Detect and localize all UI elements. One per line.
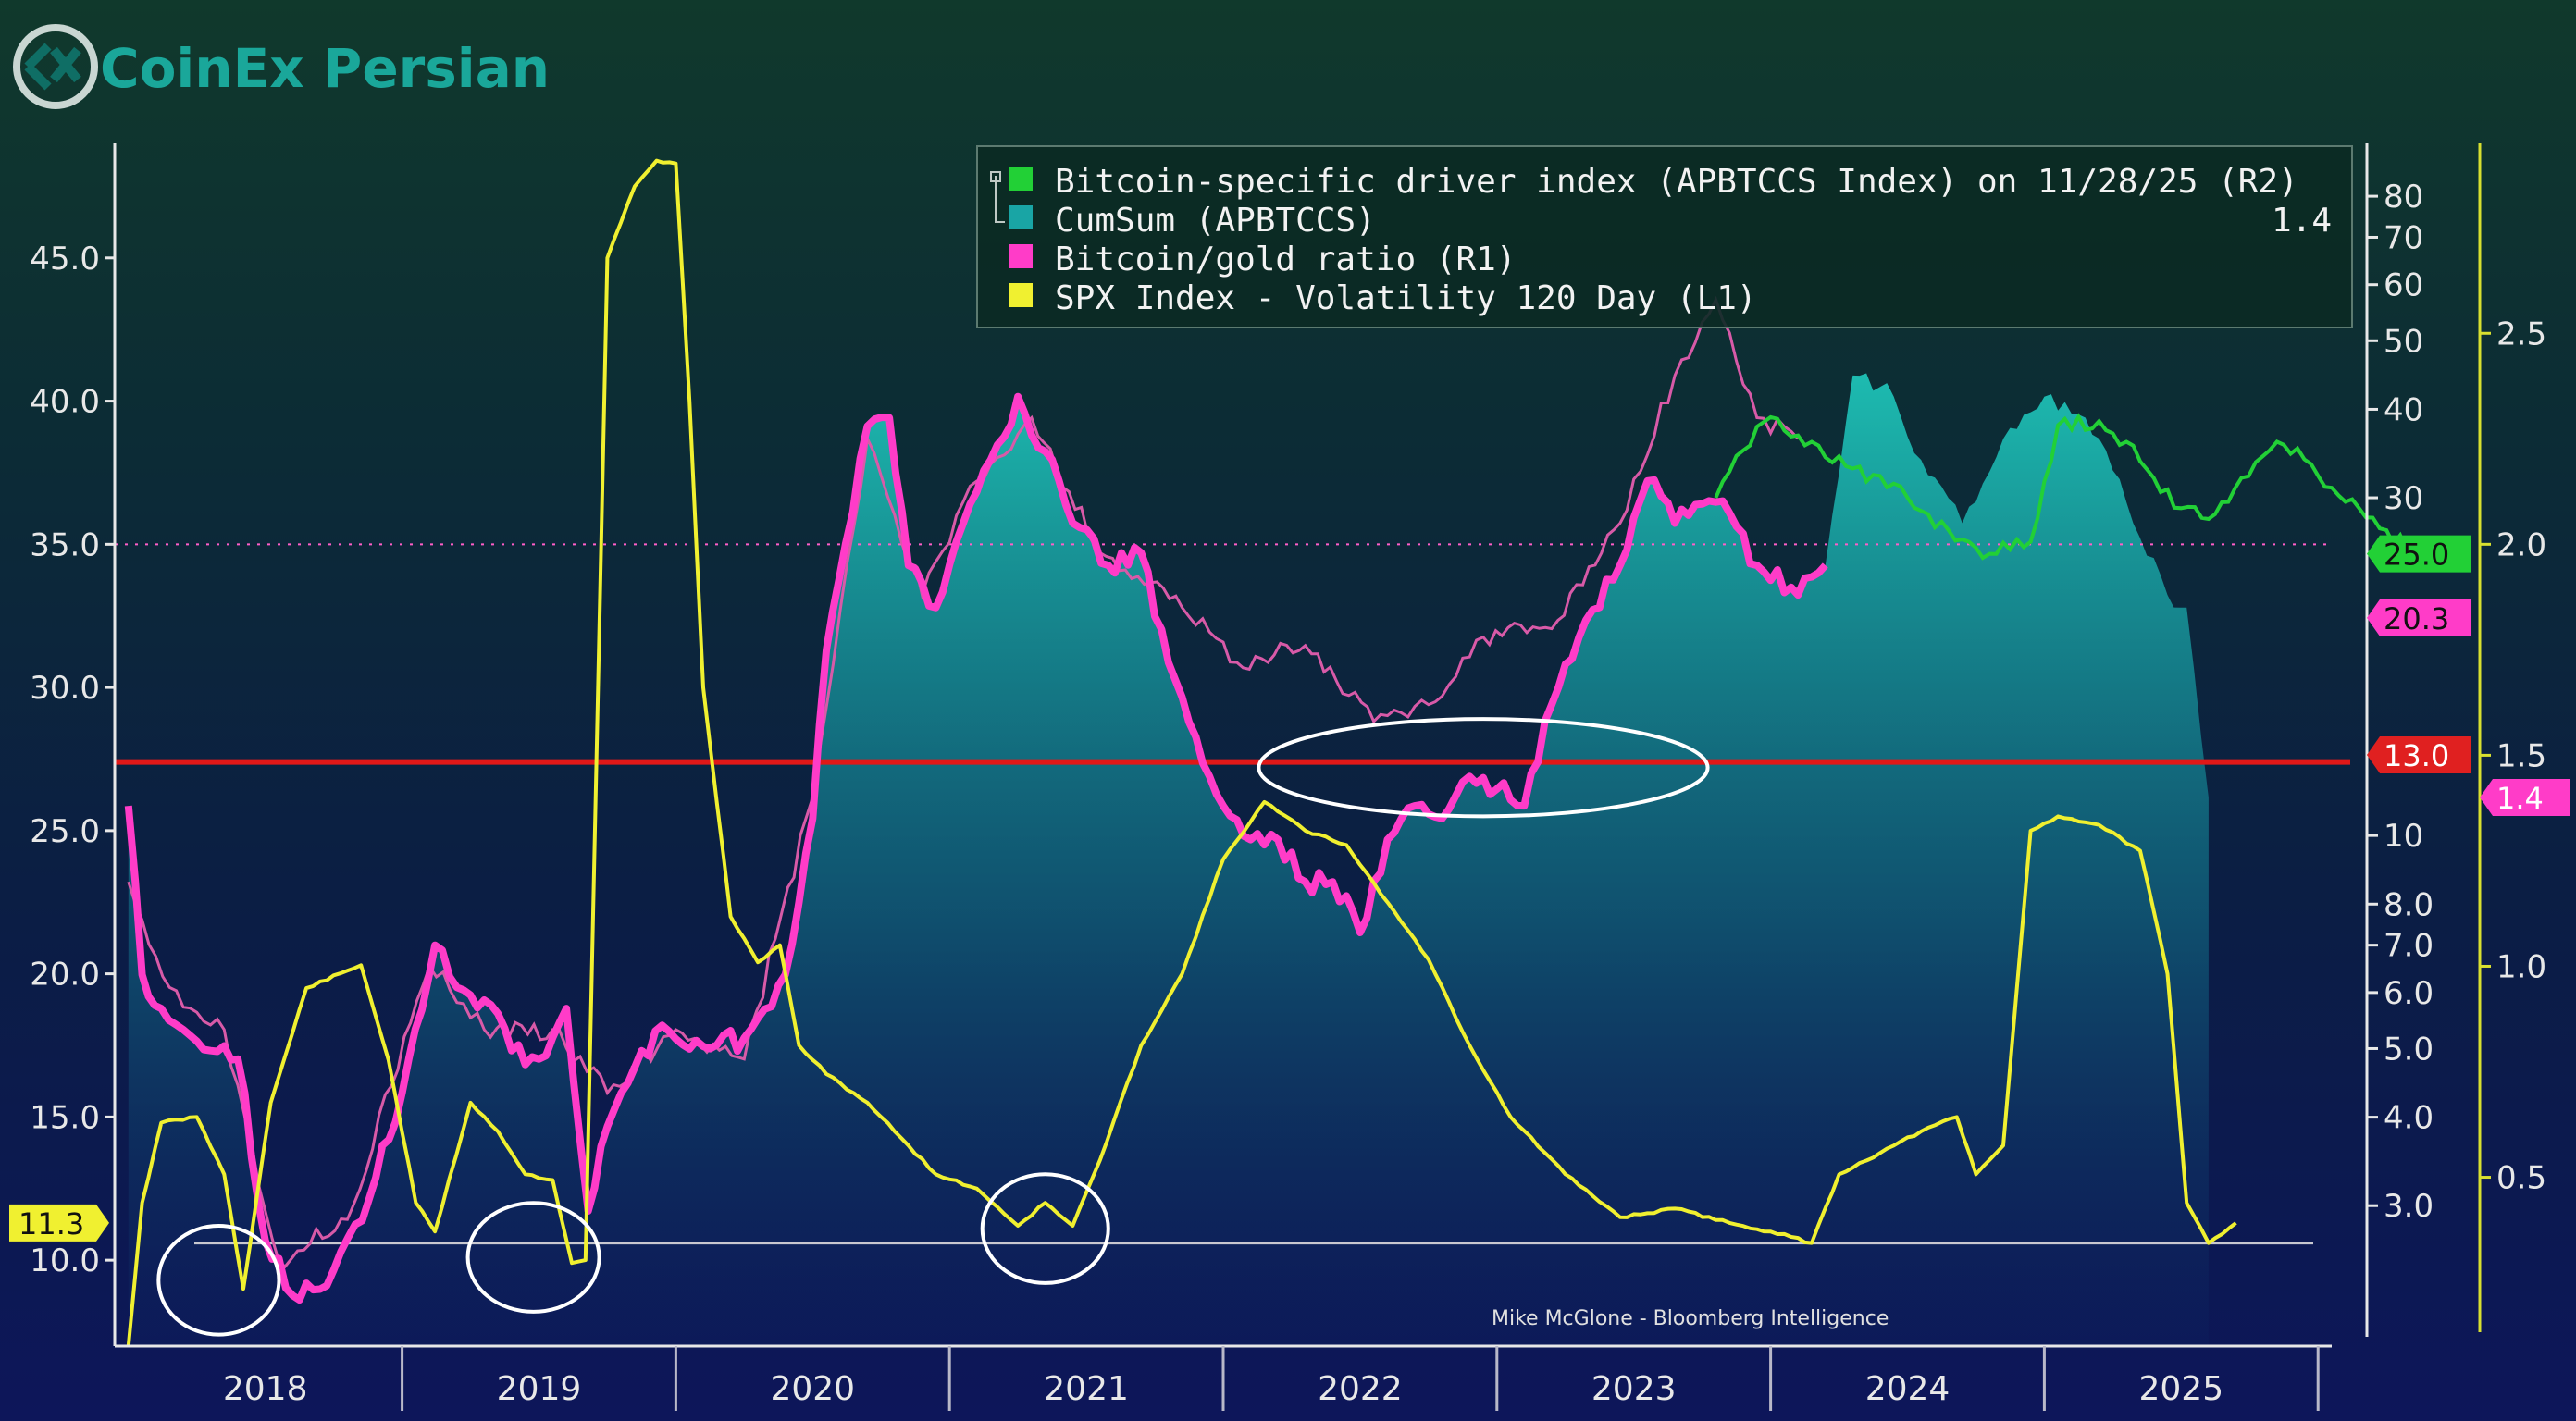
r2-tick-label-40: 40: [2384, 391, 2423, 428]
r1-tick-label-2.0: 2.0: [2496, 526, 2546, 563]
tag-r1-cumsum-bg: [2480, 779, 2570, 817]
left-axis: 45.0 40.0 35.0 30.0 25.0 20.0 15.0 10.0: [30, 143, 117, 1346]
r2-tick-label-60: 60: [2384, 267, 2423, 304]
left-axis-ticks: 45.0 40.0 35.0 30.0 25.0 20.0 15.0 10.0: [30, 241, 115, 1279]
legend: Bitcoin-specific driver index (APBTCCS I…: [976, 145, 2353, 328]
left-tick-label-15.0: 15.0: [30, 1099, 100, 1136]
cumsum-area: [128, 373, 2209, 1346]
legend-label-cumsum: CumSum (APBTCCS): [1055, 202, 1376, 240]
r2-tick-label-50: 50: [2384, 323, 2423, 360]
series-bitcoin-driver-index-line: [1714, 413, 2415, 561]
r2-tick-label-30: 30: [2384, 480, 2423, 517]
left-tick-label-40.0: 40.0: [30, 384, 100, 421]
left-tick-label-45.0: 45.0: [30, 241, 100, 278]
legend-collapse-icon: [990, 171, 1001, 182]
logo-text: CoinEx Persian: [100, 37, 550, 100]
legend-label-btc-gold: Bitcoin/gold ratio (R1): [1055, 241, 1517, 278]
r2-tick-label-5.0: 5.0: [2384, 1031, 2434, 1068]
left-tick-label-35.0: 35.0: [30, 526, 100, 563]
legend-tree-connector: [995, 176, 1005, 223]
legend-value-cumsum: 1.4: [2272, 202, 2332, 240]
x-tick-label-2019: 2019: [497, 1370, 582, 1408]
legend-item-btc-gold: Bitcoin/gold ratio (R1): [1009, 241, 1517, 278]
x-axis: 2018 2019 2020 2021 2022 2023 2024 2025: [115, 1344, 2332, 1411]
tag-left-vol-bg: [9, 1204, 109, 1242]
x-tick-label-2023: 2023: [1591, 1370, 1677, 1408]
coinex-logo-mark: [24, 43, 81, 91]
legend-swatch-spx-vol: [1009, 283, 1033, 307]
x-tick-label-2022: 2022: [1318, 1370, 1403, 1408]
legend-item-cumsum: CumSum (APBTCCS) 1.4: [1009, 202, 2332, 240]
x-tick-label-2018: 2018: [223, 1370, 308, 1408]
tag-r2-pink-bg: [2367, 599, 2471, 636]
r1-axis-ticks: 2.5 2.0 1.5 1.0 0.5: [2480, 315, 2546, 1197]
series-bitcoin-gold-thin-line: [127, 295, 1800, 1269]
r2-tick-label-6.0: 6.0: [2384, 975, 2434, 1012]
legend-item-driver: Bitcoin-specific driver index (APBTCCS I…: [1009, 163, 2298, 201]
highlight-ellipse-2022-2023: [1257, 717, 1710, 819]
legend-label-spx-vol: SPX Index - Volatility 120 Day (L1): [1055, 279, 1757, 317]
source-credit: Mike McGlone - Bloomberg Intelligence: [1492, 1307, 1889, 1330]
r2-tick-label-4.0: 4.0: [2384, 1100, 2434, 1137]
r1-tick-label-2.5: 2.5: [2496, 315, 2546, 352]
r2-tick-label-80: 80: [2384, 179, 2423, 216]
tag-r2-driver: 25.0: [2367, 535, 2471, 573]
tag-r2-red: 13.0: [2367, 735, 2471, 773]
series-spx-volatility-line: [126, 158, 2237, 1347]
tag-r1-cumsum-text: 1.4: [2496, 781, 2544, 816]
tag-r2-red-text: 13.0: [2384, 738, 2449, 773]
r1-tick-label-0.5: 0.5: [2496, 1160, 2546, 1197]
r2-tick-label-3.0: 3.0: [2384, 1188, 2434, 1225]
x-tick-label-2024: 2024: [1865, 1370, 1951, 1408]
highlight-ellipse-2021: [980, 1172, 1110, 1285]
highlight-ellipse-2018: [156, 1224, 281, 1337]
legend-item-spx-vol: SPX Index - Volatility 120 Day (L1): [1009, 279, 1757, 317]
tag-r2-pink: 20.3: [2367, 599, 2471, 636]
tag-left-vol: 11.3: [9, 1204, 109, 1242]
r2-tick-label-10: 10: [2384, 818, 2423, 855]
left-tick-label-30.0: 30.0: [30, 670, 100, 707]
tag-r2-red-bg: [2367, 735, 2471, 773]
tag-r2-driver-text: 25.0: [2384, 538, 2449, 573]
legend-swatch-btc-gold: [1009, 244, 1033, 268]
r1-tick-label-1.5: 1.5: [2496, 737, 2546, 774]
x-tick-label-2025: 2025: [2138, 1370, 2223, 1408]
legend-box: [976, 145, 2353, 328]
tag-r2-driver-bg: [2367, 535, 2471, 573]
x-tick-label-2020: 2020: [770, 1370, 855, 1408]
legend-swatch-cumsum: [1009, 205, 1033, 229]
left-tick-label-20.0: 20.0: [30, 957, 100, 994]
tag-r1-cumsum: 1.4: [2480, 779, 2570, 817]
r2-tick-label-8.0: 8.0: [2384, 886, 2434, 923]
series-bitcoin-gold-ratio-line: [124, 392, 1828, 1304]
left-tick-label-25.0: 25.0: [30, 813, 100, 850]
x-axis-ticks: 2018 2019 2020 2021 2022 2023 2024 2025: [223, 1346, 2320, 1411]
right-axis-r1: 2.5 2.0 1.5 1.0 0.5: [2478, 143, 2546, 1332]
x-tick-label-2021: 2021: [1044, 1370, 1129, 1408]
left-tick-label-10.0: 10.0: [30, 1242, 100, 1279]
tag-left-vol-text: 11.3: [19, 1206, 84, 1242]
legend-label-driver: Bitcoin-specific driver index (APBTCCS I…: [1055, 163, 2298, 201]
r2-tick-label-70: 70: [2384, 219, 2423, 256]
coinex-logo-icon: [13, 24, 98, 109]
highlight-ellipse-2019: [465, 1201, 601, 1314]
r1-tick-label-1.0: 1.0: [2496, 948, 2546, 985]
legend-swatch-driver: [1009, 167, 1033, 191]
r2-tick-label-7.0: 7.0: [2384, 928, 2434, 965]
coinex-logo: CoinEx Persian: [13, 24, 550, 109]
tag-r2-pink-text: 20.3: [2384, 601, 2449, 636]
